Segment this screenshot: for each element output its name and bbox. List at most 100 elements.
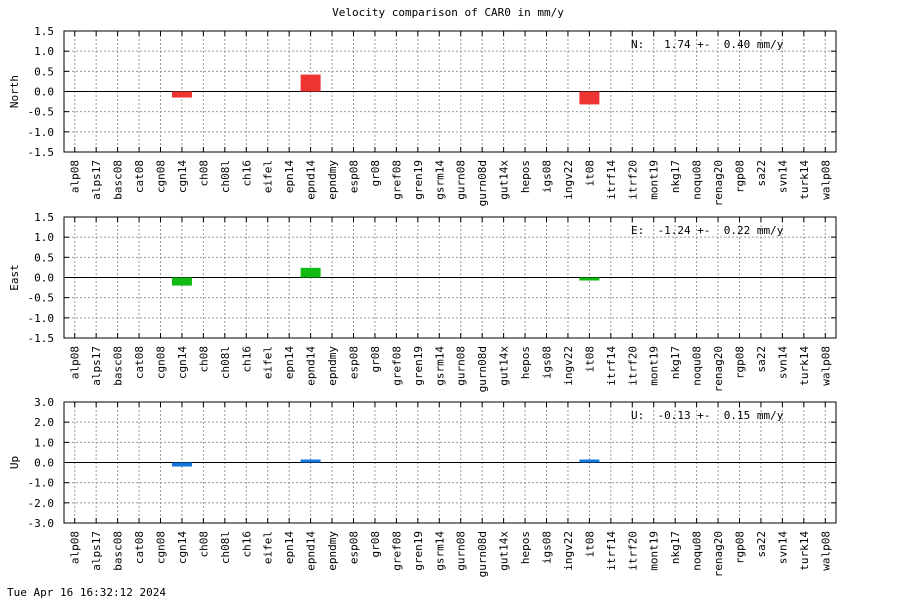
x-tick-label: turk14 — [798, 346, 811, 386]
x-tick-label: igs08 — [541, 346, 554, 379]
x-tick-label: renag20 — [712, 346, 725, 392]
x-tick-label: gsrm14 — [433, 531, 446, 571]
x-tick-label: itrf20 — [626, 160, 639, 200]
x-tick-label: cat08 — [133, 346, 146, 379]
y-tick-label: 1.5 — [34, 25, 54, 38]
y-tick-label: -1.0 — [28, 126, 55, 139]
y-tick-label: -3.0 — [28, 517, 55, 530]
x-tick-label: cat08 — [133, 160, 146, 193]
x-tick-label: gsrm14 — [433, 160, 446, 200]
x-tick-label: ingv22 — [562, 531, 575, 571]
x-tick-label: ingv22 — [562, 160, 575, 200]
panel-north: alp08 alps17 basc08 cat08 cgn08 cgn14 ch08 ch08… — [8, 25, 837, 206]
panel-east: alp08 alps17 basc08 cat08 cgn08 cgn14 ch08 ch08… — [8, 211, 837, 392]
chart-title: Velocity comparison of CAR0 in mm/y — [332, 6, 564, 19]
x-tick-label: gut14x — [498, 346, 511, 386]
x-tick-label: cgn14 — [176, 160, 189, 193]
x-tick-label: epn14 — [283, 531, 296, 564]
y-tick-label: -1.0 — [28, 477, 55, 490]
x-tick-label: gurn08 — [455, 346, 468, 386]
x-tick-label: alps17 — [90, 531, 103, 571]
x-tick-label: rgp08 — [734, 346, 747, 379]
x-tick-label: walp08 — [819, 531, 832, 571]
x-tick-label: ch16 — [240, 346, 253, 373]
x-tick-label: ch08 — [197, 160, 210, 187]
panel-up: alp08 alps17 basc08 cat08 cgn08 cgn14 ch08 ch08… — [8, 396, 837, 577]
x-tick-label: gurn08 — [455, 531, 468, 571]
x-tick-label: sa22 — [755, 531, 768, 558]
x-tick-label: itrf20 — [626, 346, 639, 386]
x-tick-label: hepos — [519, 346, 532, 379]
x-tick-label: nkg17 — [669, 160, 682, 193]
panels-group: alp08 alps17 basc08 cat08 cgn08 cgn14 ch08 ch08… — [8, 25, 837, 577]
x-tick-label: esp08 — [348, 531, 361, 564]
x-tick-label: renag20 — [712, 160, 725, 206]
x-tick-label: mont19 — [648, 531, 661, 571]
y-tick-label: 2.0 — [34, 416, 54, 429]
x-tick-label: esp08 — [348, 160, 361, 193]
x-tick-label: gut14x — [498, 531, 511, 571]
x-tick-label: ch08l — [219, 531, 232, 564]
y-tick-label: 0.0 — [34, 272, 54, 285]
x-tick-label: itrf14 — [605, 531, 618, 571]
x-tick-label: sa22 — [755, 346, 768, 373]
summary-text: E: -1.24 +- 0.22 mm/y — [631, 224, 784, 237]
y-tick-label: -0.5 — [28, 292, 55, 305]
x-tick-label: itrf20 — [626, 531, 639, 571]
x-tick-label: gurn08 — [455, 160, 468, 200]
plot-frame — [63, 216, 837, 339]
bar-it08 — [579, 277, 600, 281]
y-axis-label: East — [8, 264, 21, 291]
x-tick-label: turk14 — [798, 160, 811, 200]
x-tick-label: gref08 — [390, 531, 403, 571]
x-tick-label: nkg17 — [669, 346, 682, 379]
y-tick-label: -2.0 — [28, 497, 55, 510]
x-tick-label: epndmy — [326, 531, 339, 571]
x-tick-label: gr08 — [369, 160, 382, 187]
plot-frame — [63, 30, 837, 153]
x-tick-label: itrf14 — [605, 160, 618, 200]
x-tick-label: mont19 — [648, 346, 661, 386]
x-tick-label: alps17 — [90, 346, 103, 386]
x-tick-label: cgn08 — [155, 160, 168, 193]
x-tick-label: mont19 — [648, 160, 661, 200]
x-tick-label: svn14 — [776, 160, 789, 193]
y-tick-label: 0.5 — [34, 65, 54, 78]
x-tick-label: cgn14 — [176, 531, 189, 564]
y-axis-label: Up — [8, 456, 21, 469]
x-tick-label: noqu08 — [691, 346, 704, 386]
x-tick-label: noqu08 — [691, 531, 704, 571]
y-tick-label: 1.0 — [34, 436, 54, 449]
plot-frame — [63, 401, 837, 524]
x-tick-label: basc08 — [112, 531, 125, 571]
x-tick-label: ch08 — [197, 531, 210, 558]
x-tick-label: gref08 — [390, 160, 403, 200]
bar-it08 — [579, 91, 600, 105]
x-tick-label: epn14 — [283, 346, 296, 379]
x-tick-label: gsrm14 — [433, 346, 446, 386]
y-tick-label: -1.5 — [28, 146, 55, 159]
x-tick-label: ch16 — [240, 531, 253, 558]
y-tick-label: 0.0 — [34, 457, 54, 470]
x-tick-label: it08 — [583, 346, 596, 373]
x-tick-label: alp08 — [69, 160, 82, 193]
x-tick-label: eifel — [262, 531, 275, 564]
x-tick-label: igs08 — [541, 160, 554, 193]
x-tick-label: epnd14 — [305, 531, 318, 571]
bar-it08 — [579, 459, 600, 463]
y-tick-label: 1.0 — [34, 45, 54, 58]
x-tick-label: gurn08d — [476, 346, 489, 392]
y-tick-label: 1.0 — [34, 231, 54, 244]
summary-text: U: -0.13 +- 0.15 mm/y — [631, 409, 784, 422]
bar-cgn14 — [171, 277, 192, 286]
x-tick-label: sa22 — [755, 160, 768, 187]
x-tick-label: basc08 — [112, 346, 125, 386]
summary-text: N: 1.74 +- 0.40 mm/y — [631, 38, 784, 51]
bar-epnd14 — [300, 74, 321, 92]
y-tick-label: -0.5 — [28, 106, 55, 119]
x-tick-label: itrf14 — [605, 346, 618, 386]
x-tick-label: gref08 — [390, 346, 403, 386]
x-tick-label: epnd14 — [305, 160, 318, 200]
x-tick-label: alp08 — [69, 531, 82, 564]
x-tick-label: ch08 — [197, 346, 210, 373]
